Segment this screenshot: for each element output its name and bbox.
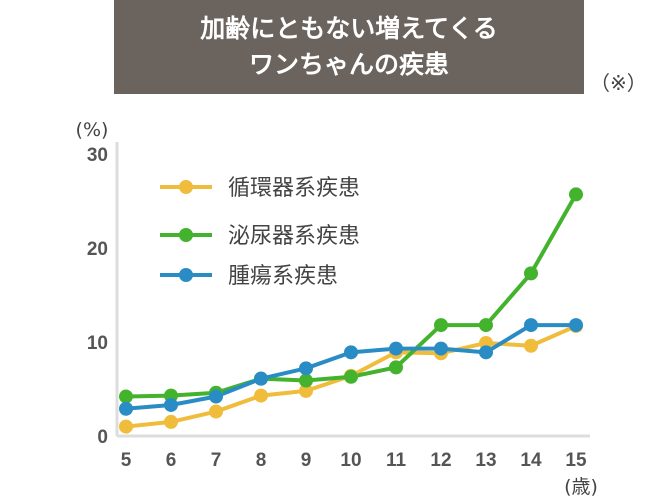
y-tick-label: 20: [87, 239, 108, 260]
data-point: [479, 318, 493, 333]
y-tick-label: 30: [87, 145, 108, 166]
x-tick-label: 5: [121, 450, 132, 471]
chart-title-line-2: ワンちゃんの疾患: [248, 50, 449, 79]
footnote-mark: （※）: [590, 71, 647, 95]
y-tick-label: 10: [87, 333, 108, 354]
y-axis-label: (%): [76, 119, 109, 141]
title-banner: 加齢にともない増えてくる ワンちゃんの疾患: [114, 0, 584, 94]
legend-label: 循環器系疾患: [228, 176, 360, 201]
data-point: [569, 187, 583, 202]
x-tick-label: 9: [301, 450, 312, 471]
legend-label: 腫瘍系疾患: [228, 264, 338, 289]
x-tick-label: 8: [256, 450, 267, 471]
x-tick-label: 11: [386, 450, 407, 471]
y-tick-label: 0: [97, 427, 108, 448]
x-tick-label: 13: [475, 450, 496, 471]
data-point: [389, 341, 403, 356]
series-line-3: [125, 323, 576, 411]
data-point: [434, 341, 448, 356]
x-tick-label: 6: [166, 450, 177, 471]
chart-title-line-1: 加齢にともない増えてくる: [200, 14, 498, 43]
data-point: [569, 318, 583, 333]
x-tick-label: 7: [211, 450, 222, 471]
data-point: [344, 345, 358, 360]
data-point: [119, 419, 133, 434]
data-point: [299, 373, 313, 388]
x-tick-label: 15: [565, 450, 587, 471]
data-point: [524, 318, 538, 333]
data-point: [209, 389, 223, 404]
data-point: [209, 404, 223, 419]
data-point: [389, 360, 403, 375]
data-point: [479, 345, 493, 360]
legend-label: 泌尿器系疾患: [228, 224, 360, 249]
x-tick-label: 10: [340, 450, 361, 471]
legend-marker: [179, 268, 193, 282]
x-tick-label: 14: [520, 450, 542, 471]
data-point: [254, 388, 268, 403]
legend-marker: [179, 228, 193, 242]
data-point: [119, 389, 133, 404]
data-point: [524, 266, 538, 281]
legend-marker: [179, 180, 193, 194]
x-axis-label: (歳): [564, 476, 598, 498]
data-point: [164, 397, 178, 412]
x-tick-label: 12: [430, 450, 451, 471]
data-point: [434, 318, 448, 333]
data-point: [344, 369, 358, 384]
data-point: [524, 338, 538, 353]
data-point: [254, 371, 268, 386]
data-point: [299, 383, 313, 398]
data-point: [119, 401, 133, 416]
data-point: [299, 361, 313, 376]
data-point: [164, 414, 178, 429]
